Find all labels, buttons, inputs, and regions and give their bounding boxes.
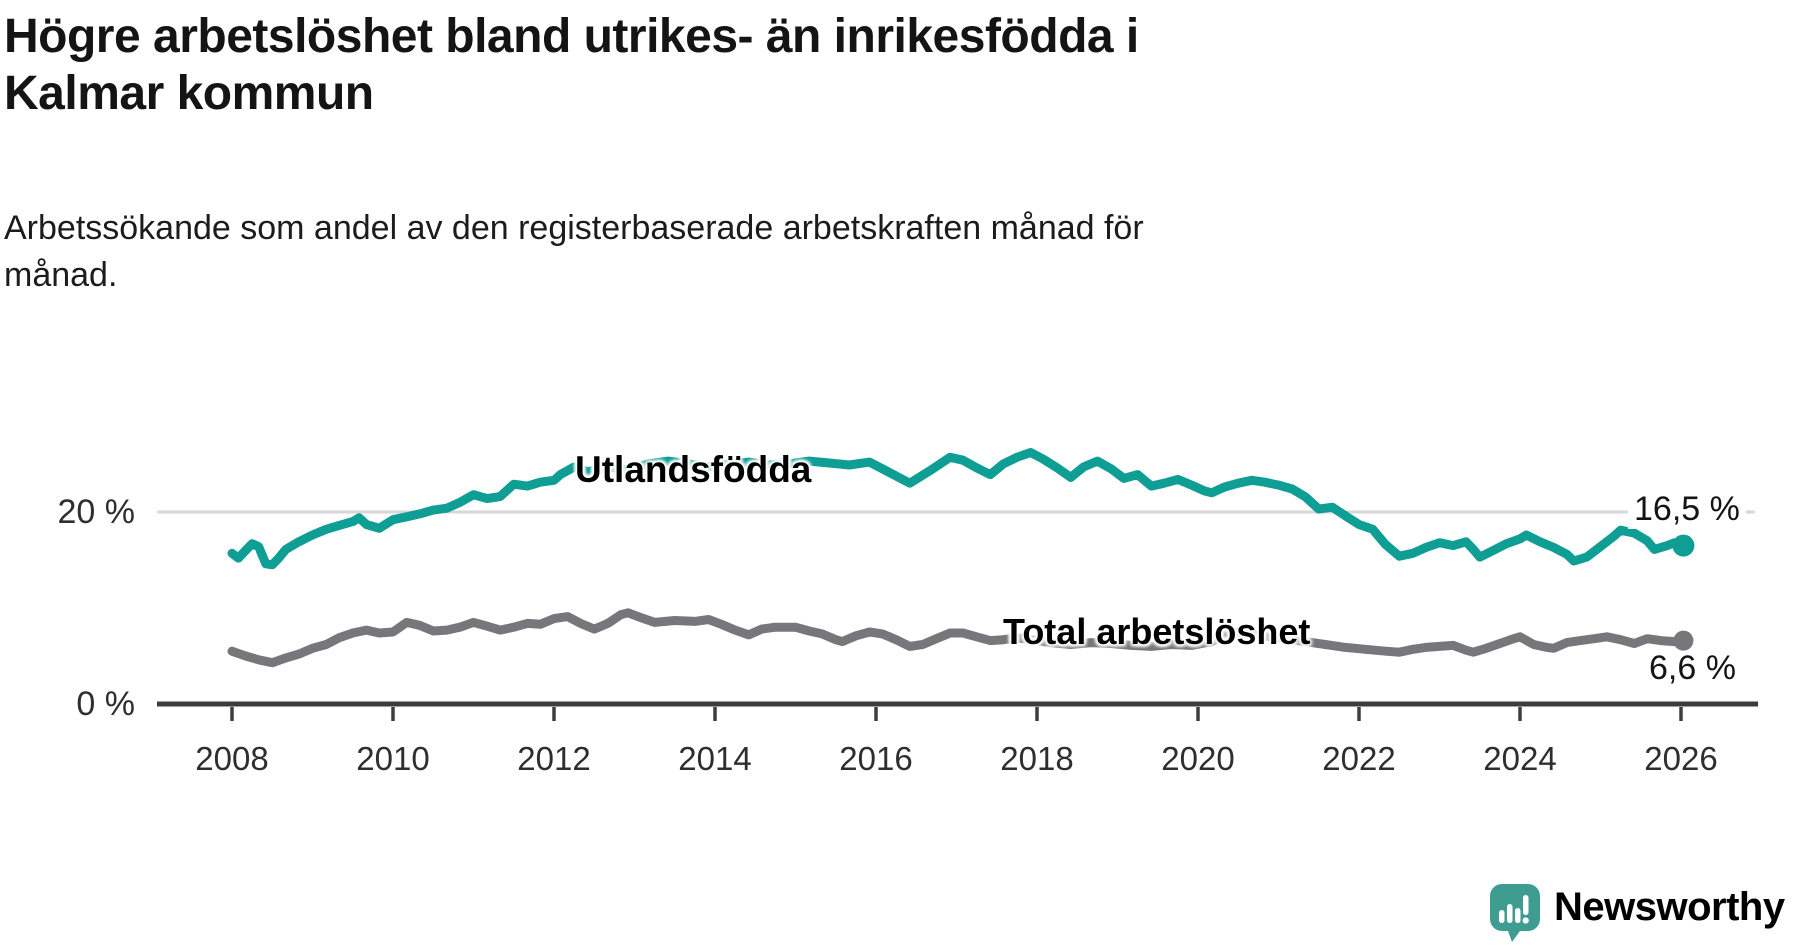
newsworthy-logo: Newsworthy xyxy=(1490,884,1785,944)
page-title: Högre arbetslöshet bland utrikes- än inr… xyxy=(4,8,1564,122)
series-lines-layer xyxy=(227,448,1688,668)
x-tick-label-2012: 2012 xyxy=(517,740,591,777)
chart-subtitle: Arbetssökande som andel av den registerb… xyxy=(4,205,1564,299)
series-end-dot-utlandsf-dda xyxy=(1672,534,1695,557)
chart-subtitle-line-2: månad. xyxy=(4,256,118,294)
series-label-total-arbetsloshet: Total arbetslöshet xyxy=(1003,611,1311,652)
chart-subtitle-line-1: Arbetssökande som andel av den registerb… xyxy=(4,209,1144,247)
x-axis-layer xyxy=(157,701,1758,721)
newsworthy-logo-icon xyxy=(1490,884,1540,942)
series-label-utlandsfodda: Utlandsfödda xyxy=(575,449,812,490)
x-tick-label-2008: 2008 xyxy=(195,740,269,777)
x-tick-label-2010: 2010 xyxy=(356,740,430,777)
x-tick-label-2016: 2016 xyxy=(839,740,913,777)
x-tick-label-2026: 2026 xyxy=(1644,740,1718,777)
y-tick-label-20: 20 % xyxy=(57,493,136,531)
x-tick-label-2022: 2022 xyxy=(1322,740,1396,777)
x-tick-label-2024: 2024 xyxy=(1483,740,1557,777)
series-end-dots-layer xyxy=(1672,534,1695,651)
page-title-line-1: Högre arbetslöshet bland utrikes- än inr… xyxy=(4,10,1139,63)
x-tick-label-2020: 2020 xyxy=(1161,740,1235,777)
newsworthy-logo-text: Newsworthy xyxy=(1554,885,1785,929)
series-end-dot-total-arbetsl-shet xyxy=(1673,630,1694,651)
end-value-label-total: 6,6 % xyxy=(1649,649,1736,687)
series-line-utlandsf-dda xyxy=(227,448,1688,570)
x-tick-label-2018: 2018 xyxy=(1000,740,1074,777)
series-line-total-arbetsl-shet xyxy=(227,608,1688,668)
page-title-line-2: Kalmar kommun xyxy=(4,67,374,120)
y-tick-label-0: 0 % xyxy=(76,685,135,723)
end-value-label-utlandsfodda: 16,5 % xyxy=(1628,489,1746,529)
x-tick-label-2014: 2014 xyxy=(678,740,752,777)
